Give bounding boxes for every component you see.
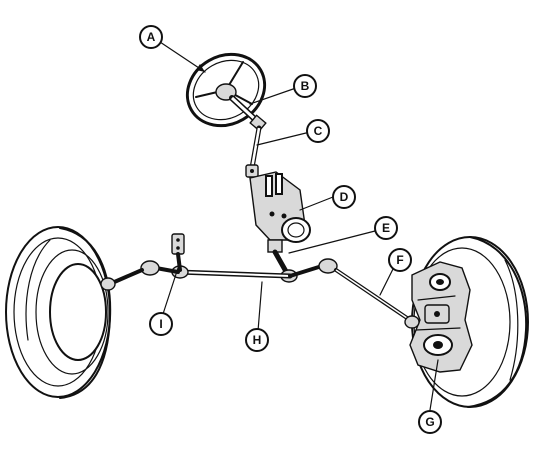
- callout-a: A: [139, 25, 163, 49]
- callout-h: H: [245, 328, 269, 352]
- callout-d: D: [332, 185, 356, 209]
- steering-column-shaft: [229, 95, 267, 132]
- callout-h-circle: [245, 328, 269, 352]
- leader-line-h: [257, 281, 263, 332]
- callout-a-label: A: [147, 30, 156, 44]
- callout-i: I: [149, 312, 173, 336]
- center-link: [171, 265, 293, 279]
- callout-e-circle: [374, 216, 398, 240]
- callout-b: B: [293, 74, 317, 98]
- callout-i-label: I: [159, 317, 162, 331]
- leader-line-e: [288, 230, 376, 254]
- callout-f: F: [388, 248, 412, 272]
- leader-line-a: [159, 41, 206, 73]
- callout-c-label: C: [314, 124, 323, 138]
- leader-line-g: [429, 359, 439, 411]
- left-wheel-tire: [5, 226, 112, 399]
- right-tie-rod: [288, 258, 420, 329]
- callout-g-label: G: [425, 415, 434, 429]
- leader-line-f: [379, 264, 396, 296]
- intermediate-shaft: [245, 125, 262, 178]
- callout-c: C: [306, 119, 330, 143]
- callout-b-circle: [293, 74, 317, 98]
- callout-a-circle: [139, 25, 163, 49]
- leader-line-b: [249, 87, 297, 105]
- leader-line-c: [256, 132, 307, 146]
- callout-g-circle: [418, 410, 442, 434]
- leader-line-d: [299, 196, 334, 211]
- callout-e-label: E: [382, 221, 390, 235]
- callout-e: E: [374, 216, 398, 240]
- callout-d-label: D: [340, 190, 349, 204]
- leader-line-i: [162, 267, 179, 315]
- callout-h-label: H: [253, 333, 262, 347]
- callout-b-label: B: [301, 79, 310, 93]
- steering-gear-box: [249, 171, 311, 253]
- callout-i-circle: [149, 312, 173, 336]
- arrowhead-a: [196, 64, 205, 72]
- left-tie-rod: [100, 260, 180, 291]
- idler-arm: [171, 233, 185, 272]
- callout-f-label: F: [396, 253, 403, 267]
- callout-g: G: [418, 410, 442, 434]
- callout-f-circle: [388, 248, 412, 272]
- steering-wheel: [185, 52, 267, 128]
- steering-knuckle: [409, 261, 473, 373]
- callout-d-circle: [332, 185, 356, 209]
- leader-lines: [159, 41, 439, 411]
- callout-c-circle: [306, 119, 330, 143]
